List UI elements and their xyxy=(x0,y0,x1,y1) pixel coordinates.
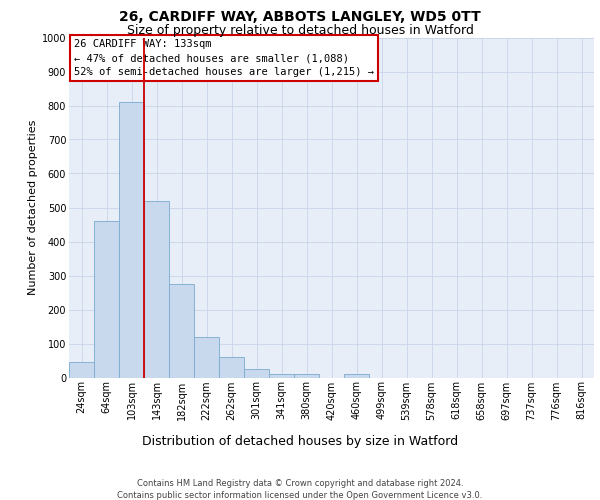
Text: 26, CARDIFF WAY, ABBOTS LANGLEY, WD5 0TT: 26, CARDIFF WAY, ABBOTS LANGLEY, WD5 0TT xyxy=(119,10,481,24)
Text: Distribution of detached houses by size in Watford: Distribution of detached houses by size … xyxy=(142,435,458,448)
Bar xyxy=(269,374,294,378)
Text: Size of property relative to detached houses in Watford: Size of property relative to detached ho… xyxy=(127,24,473,37)
Y-axis label: Number of detached properties: Number of detached properties xyxy=(28,120,38,295)
Bar xyxy=(219,357,244,378)
Bar xyxy=(194,336,219,378)
Bar xyxy=(94,221,119,378)
Text: Contains HM Land Registry data © Crown copyright and database right 2024.
Contai: Contains HM Land Registry data © Crown c… xyxy=(118,479,482,500)
Bar xyxy=(144,200,169,378)
Bar xyxy=(119,102,144,378)
Bar xyxy=(294,374,319,378)
Text: 26 CARDIFF WAY: 133sqm
← 47% of detached houses are smaller (1,088)
52% of semi-: 26 CARDIFF WAY: 133sqm ← 47% of detached… xyxy=(74,39,374,77)
Bar xyxy=(344,374,369,378)
Bar xyxy=(69,362,94,378)
Bar xyxy=(169,284,194,378)
Bar xyxy=(244,369,269,378)
